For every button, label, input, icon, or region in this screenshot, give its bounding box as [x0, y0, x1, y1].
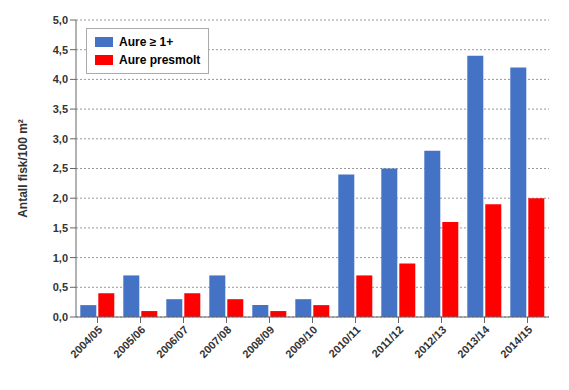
svg-text:2010/11: 2010/11 — [326, 323, 362, 359]
svg-text:0,0: 0,0 — [53, 311, 68, 323]
svg-text:2009/10: 2009/10 — [283, 323, 320, 360]
svg-text:Antall fisk/100 m²: Antall fisk/100 m² — [16, 119, 30, 218]
svg-text:2013/14: 2013/14 — [455, 323, 492, 360]
svg-text:4,0: 4,0 — [53, 73, 68, 85]
svg-text:4,5: 4,5 — [53, 44, 68, 56]
svg-text:1,0: 1,0 — [53, 252, 68, 264]
svg-text:2007/08: 2007/08 — [197, 323, 234, 360]
svg-text:1,5: 1,5 — [53, 222, 68, 234]
svg-text:2004/05: 2004/05 — [68, 323, 105, 360]
svg-text:3,5: 3,5 — [53, 103, 68, 115]
svg-text:2011/12: 2011/12 — [369, 323, 405, 359]
svg-text:5,0: 5,0 — [53, 14, 68, 26]
html-text:Aure ≥ 1+: Aure ≥ 1+ — [119, 35, 174, 49]
html-text:Aure presmolt: Aure presmolt — [119, 53, 201, 67]
svg-text:2,0: 2,0 — [53, 192, 68, 204]
svg-text:2008/09: 2008/09 — [240, 323, 277, 360]
svg-text:2,5: 2,5 — [53, 162, 68, 174]
svg-text:2012/13: 2012/13 — [412, 323, 449, 360]
svg-text:0,5: 0,5 — [53, 281, 68, 293]
svg-text:2005/06: 2005/06 — [111, 323, 148, 360]
svg-text:3,0: 3,0 — [53, 133, 68, 145]
svg-text:2014/15: 2014/15 — [498, 323, 535, 360]
svg-text:2006/07: 2006/07 — [154, 323, 191, 360]
